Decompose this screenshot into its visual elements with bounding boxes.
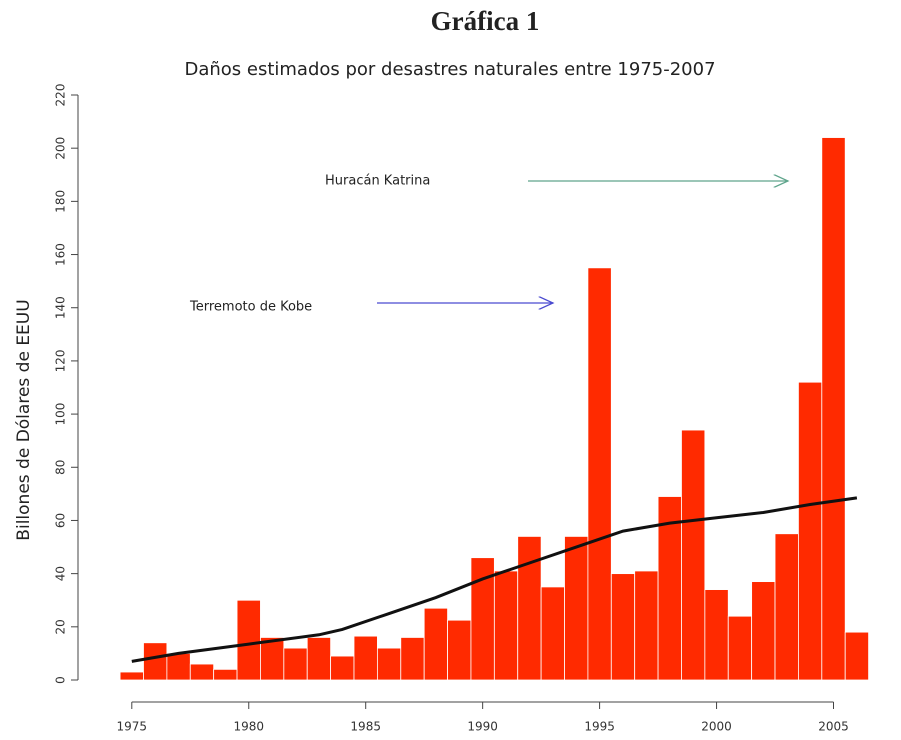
bar <box>376 647 402 681</box>
y-tick-label: 220 <box>54 84 68 107</box>
y-tick-label: 200 <box>54 137 68 160</box>
y-axis-label: Billones de Dólares de EEUU <box>14 299 34 540</box>
bar <box>260 637 285 681</box>
y-tick-label: 160 <box>54 243 68 266</box>
x-tick-label: 2005 <box>818 720 849 734</box>
bar <box>400 637 425 681</box>
bar <box>704 589 729 681</box>
bar <box>844 631 869 681</box>
bar <box>751 581 776 681</box>
bar <box>798 381 823 681</box>
bar <box>423 607 448 681</box>
bar <box>330 655 355 681</box>
x-tick-label: 1980 <box>233 720 264 734</box>
bar <box>283 647 308 681</box>
bar <box>517 536 542 681</box>
y-tick-label: 20 <box>54 619 68 634</box>
bar <box>493 570 519 681</box>
annotation: Terremoto de Kobe <box>189 300 312 315</box>
bar <box>540 586 565 681</box>
y-tick-label: 0 <box>54 676 68 684</box>
bar <box>610 573 636 681</box>
x-tick-label: 2000 <box>701 720 732 734</box>
x-tick-label: 1975 <box>117 720 148 734</box>
y-tick-label: 100 <box>54 403 68 426</box>
x-tick-label: 1985 <box>350 720 381 734</box>
bar <box>821 137 846 681</box>
heading: Gráfica 1 <box>431 6 540 36</box>
x-tick-label: 1995 <box>584 720 615 734</box>
bar <box>727 615 753 681</box>
bar <box>681 429 706 681</box>
x-tick-label: 1990 <box>467 720 498 734</box>
bar <box>447 619 472 681</box>
bar <box>634 570 659 681</box>
y-tick-label: 120 <box>54 349 68 372</box>
bar <box>353 635 378 681</box>
bar <box>564 536 589 681</box>
bar <box>236 599 261 681</box>
y-tick-label: 180 <box>54 190 68 213</box>
annotation: Huracán Katrina <box>325 174 430 189</box>
y-tick-label: 140 <box>54 296 68 319</box>
bar <box>143 642 168 681</box>
bar <box>166 653 191 681</box>
trend-line <box>131 496 858 663</box>
bar <box>189 663 215 681</box>
bar <box>119 671 144 681</box>
bar <box>306 637 332 681</box>
bar <box>774 533 799 681</box>
y-tick-label: 60 <box>54 513 68 528</box>
y-tick-label: 80 <box>54 460 68 475</box>
chart-title: Daños estimados por desastres naturales … <box>184 59 715 80</box>
bar <box>587 267 612 681</box>
y-tick-label: 40 <box>54 566 68 581</box>
bar <box>213 668 238 681</box>
